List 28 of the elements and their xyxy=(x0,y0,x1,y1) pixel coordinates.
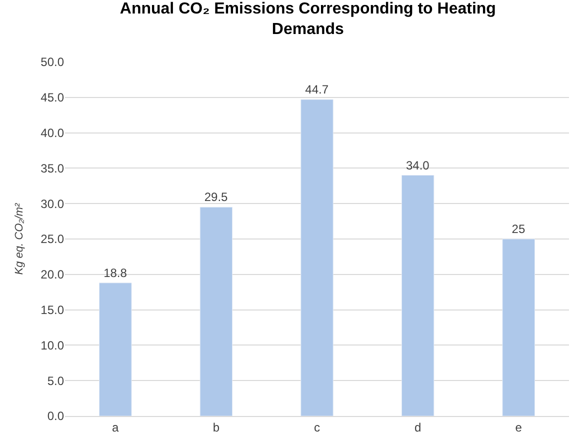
bar xyxy=(401,175,434,416)
y-tick-label: 0.0 xyxy=(47,409,64,424)
bar xyxy=(99,282,132,416)
y-tick-label: 10.0 xyxy=(40,338,64,352)
data-label: 18.8 xyxy=(104,266,128,280)
bar xyxy=(502,238,535,416)
bar xyxy=(300,99,334,416)
y-tick-label: 40.0 xyxy=(40,126,64,140)
x-tick-label: a xyxy=(112,420,120,434)
y-tick-label: 25.0 xyxy=(40,232,64,246)
y-tick-label: 5.0 xyxy=(47,374,64,388)
data-label: 34.0 xyxy=(406,158,430,172)
x-tick-label: d xyxy=(414,420,422,434)
y-tick-label: 45.0 xyxy=(40,90,64,105)
y-axis-title: Kg eq. CO₂/m² xyxy=(13,202,26,275)
bar xyxy=(200,206,233,416)
chart-title: Annual CO₂ Emissions Corresponding to Heating Demands xyxy=(120,0,496,38)
data-label: 25 xyxy=(512,222,526,236)
y-tick-label: 30.0 xyxy=(40,196,64,211)
y-tick-label: 50.0 xyxy=(40,55,64,70)
data-label: 44.7 xyxy=(305,82,329,97)
x-tick-label: c xyxy=(314,420,320,434)
y-tick-label: 35.0 xyxy=(40,161,64,176)
x-tick-label: b xyxy=(212,420,220,434)
y-tick-label: 20.0 xyxy=(40,268,64,282)
y-tick-label: 15.0 xyxy=(40,303,64,317)
data-label: 29.5 xyxy=(204,190,228,204)
x-tick-label: e xyxy=(515,420,522,434)
